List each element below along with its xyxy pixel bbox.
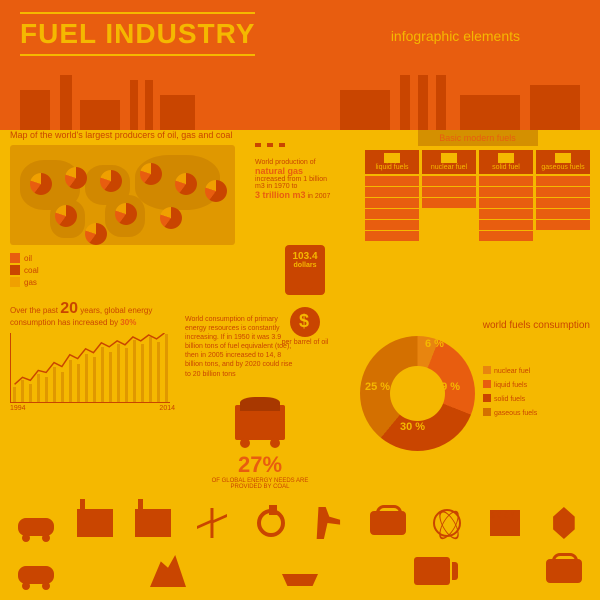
hierarchy-column: liquid fuels — [365, 150, 419, 242]
industrial-skyline — [0, 70, 600, 130]
map-pie-marker — [100, 170, 122, 192]
oil-can-icon — [362, 502, 414, 544]
cargo-ship-icon — [274, 550, 326, 592]
refinery-icon — [69, 502, 121, 544]
trend-title: Over the past 20 years, global energy co… — [10, 300, 175, 327]
map-pie-marker — [205, 180, 227, 202]
line-chart — [10, 333, 170, 403]
hierarchy-column: nuclear fuel — [422, 150, 476, 242]
coal-percentage: 27% — [200, 452, 320, 478]
fuel-nozzle-icon — [303, 502, 355, 544]
map-legend: oilcoalgas — [10, 253, 245, 287]
hierarchy-title: Basic modern fuels — [418, 130, 538, 146]
map-title: Map of the world's largest producers of … — [10, 130, 245, 140]
donut-chart-section: world fuels consumption 6 %25 %30 %39 % … — [360, 320, 590, 451]
consumption-paragraph: World consumption of primary energy reso… — [185, 315, 300, 379]
map-pie-marker — [160, 207, 182, 229]
donut-slice-label: 39 % — [435, 381, 460, 393]
fuel-hierarchy-section: Basic modern fuels liquid fuelsnuclear f… — [365, 130, 590, 242]
trend-chart-section: Over the past 20 years, global energy co… — [10, 300, 175, 412]
factory-icon — [127, 502, 179, 544]
currencies-icon — [479, 502, 531, 544]
barrel-icon — [538, 550, 590, 592]
chart-x-axis: 1994 2014 — [10, 405, 175, 412]
donut-slice-label: 6 % — [425, 338, 444, 350]
map-pie-marker — [140, 163, 162, 185]
pump-jack-icon — [186, 502, 238, 544]
world-map — [10, 145, 235, 245]
gas-station-icon — [406, 550, 458, 592]
hierarchy-chart: liquid fuelsnuclear fuelsolid fuelgaseou… — [365, 150, 590, 242]
donut-slice-label: 25 % — [365, 381, 390, 393]
hierarchy-column: solid fuel — [479, 150, 533, 242]
donut-chart: 6 % 25 % 30 % 39 % — [360, 336, 475, 451]
mining-icon — [142, 550, 194, 592]
hierarchy-column: gaseous fuels — [536, 150, 590, 242]
natural-gas-section: World production of natural gas increase… — [255, 135, 335, 200]
eco-leaf-icon — [538, 502, 590, 544]
content-area: Map of the world's largest producers of … — [0, 130, 600, 600]
valve-icon — [245, 502, 297, 544]
map-pie-marker — [115, 203, 137, 225]
icon-grid — [10, 502, 590, 592]
map-pie-marker — [30, 173, 52, 195]
donut-slice-label: 30 % — [400, 421, 425, 433]
map-pie-marker — [65, 167, 87, 189]
header: FUEL INDUSTRY infographic elements — [0, 0, 600, 130]
page-subtitle: infographic elements — [391, 28, 520, 44]
tanker-car-icon — [10, 502, 62, 544]
coal-cart-icon — [10, 550, 62, 592]
price-badge: 103.4 dollars — [285, 245, 325, 295]
donut-legend: nuclear fuelliquid fuelssolid fuelsgaseo… — [483, 366, 537, 422]
atom-icon — [421, 502, 473, 544]
map-pie-marker — [175, 173, 197, 195]
donut-title: world fuels consumption — [360, 320, 590, 331]
page-title: FUEL INDUSTRY — [20, 12, 255, 56]
map-pie-marker — [55, 205, 77, 227]
pipeline-icon — [255, 135, 285, 155]
map-pie-marker — [85, 223, 107, 245]
world-map-section: Map of the world's largest producers of … — [10, 130, 245, 289]
coal-cart-icon — [235, 405, 285, 440]
coal-cart-section: 27% OF GLOBAL ENERGY NEEDS ARE PROVIDED … — [200, 405, 320, 490]
